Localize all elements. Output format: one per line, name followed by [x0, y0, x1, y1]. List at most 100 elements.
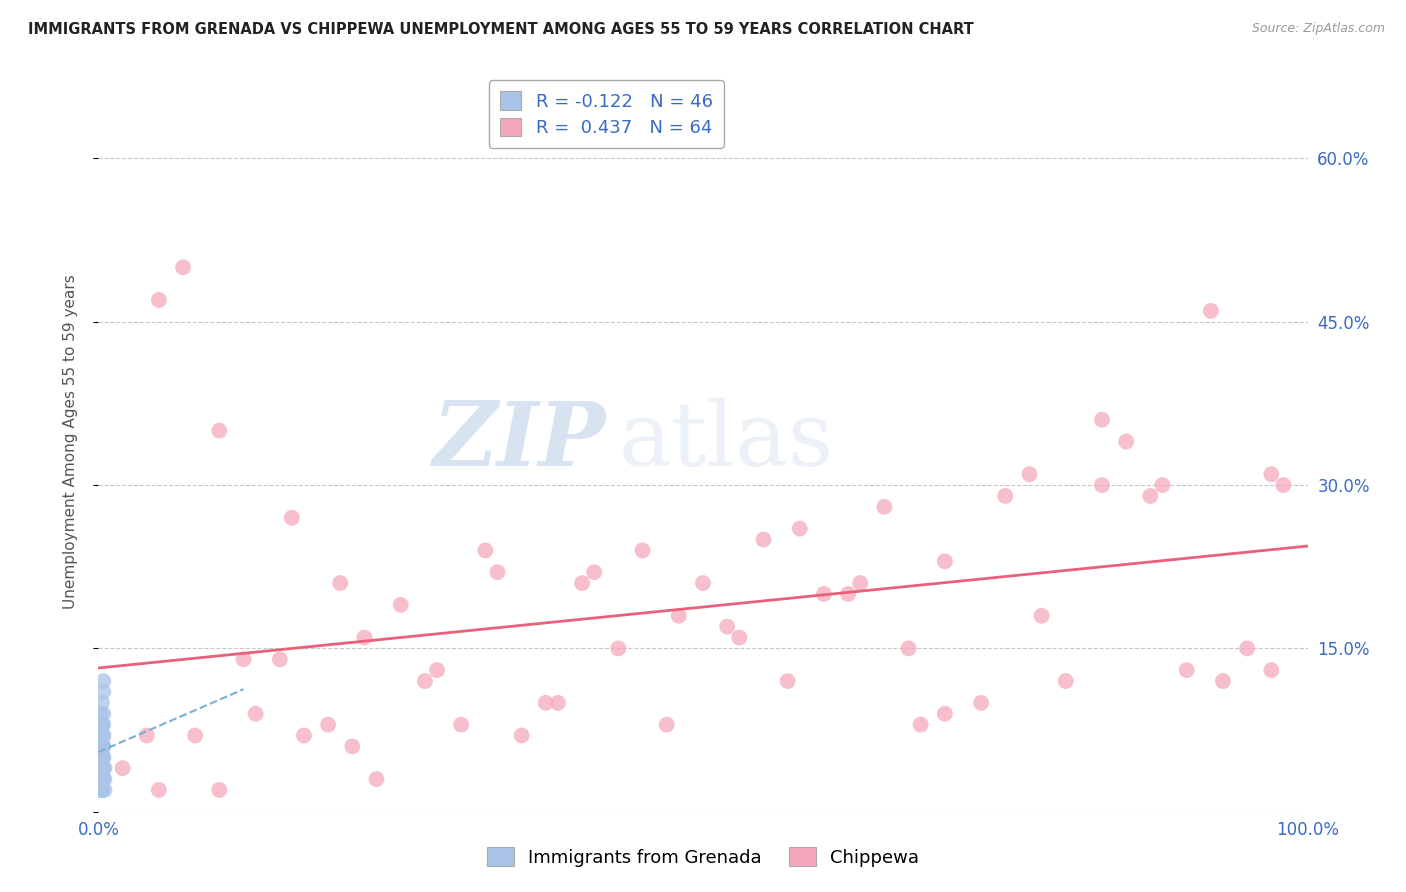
Point — [91, 761, 114, 775]
Point — [897, 641, 920, 656]
Point — [93, 783, 115, 797]
Point — [583, 565, 606, 579]
Point — [692, 576, 714, 591]
Point — [91, 739, 114, 754]
Text: atlas: atlas — [619, 398, 834, 485]
Point — [91, 696, 114, 710]
Point — [91, 750, 114, 764]
Point — [208, 783, 231, 797]
Point — [1260, 467, 1282, 482]
Point — [716, 619, 738, 633]
Legend: Immigrants from Grenada, Chippewa: Immigrants from Grenada, Chippewa — [479, 840, 927, 874]
Point — [1115, 434, 1137, 449]
Point — [90, 717, 112, 731]
Point — [389, 598, 412, 612]
Point — [91, 717, 114, 731]
Point — [934, 554, 956, 568]
Point — [281, 510, 304, 524]
Point — [91, 706, 114, 721]
Point — [910, 717, 932, 731]
Point — [148, 783, 170, 797]
Point — [93, 761, 115, 775]
Point — [91, 750, 114, 764]
Point — [91, 739, 114, 754]
Point — [90, 729, 112, 743]
Point — [91, 717, 114, 731]
Point — [1236, 641, 1258, 656]
Point — [1260, 663, 1282, 677]
Point — [1054, 674, 1077, 689]
Point — [1091, 478, 1114, 492]
Point — [849, 576, 872, 591]
Legend: R = -0.122   N = 46, R =  0.437   N = 64: R = -0.122 N = 46, R = 0.437 N = 64 — [489, 80, 724, 148]
Point — [111, 761, 134, 775]
Point — [607, 641, 630, 656]
Point — [91, 739, 114, 754]
Point — [486, 565, 509, 579]
Point — [789, 522, 811, 536]
Point — [366, 772, 388, 786]
Point — [655, 717, 678, 731]
Point — [91, 729, 114, 743]
Point — [970, 696, 993, 710]
Point — [91, 750, 114, 764]
Point — [90, 739, 112, 754]
Point — [1031, 608, 1053, 623]
Point — [1199, 304, 1222, 318]
Point — [631, 543, 654, 558]
Point — [91, 783, 114, 797]
Point — [776, 674, 799, 689]
Point — [329, 576, 352, 591]
Point — [1091, 413, 1114, 427]
Point — [91, 739, 114, 754]
Point — [184, 729, 207, 743]
Point — [90, 717, 112, 731]
Text: IMMIGRANTS FROM GRENADA VS CHIPPEWA UNEMPLOYMENT AMONG AGES 55 TO 59 YEARS CORRE: IMMIGRANTS FROM GRENADA VS CHIPPEWA UNEM… — [28, 22, 974, 37]
Point — [91, 772, 114, 786]
Point — [353, 631, 375, 645]
Point — [1175, 663, 1198, 677]
Point — [91, 783, 114, 797]
Point — [208, 424, 231, 438]
Point — [91, 772, 114, 786]
Point — [90, 761, 112, 775]
Point — [873, 500, 896, 514]
Point — [90, 783, 112, 797]
Point — [91, 729, 114, 743]
Point — [994, 489, 1017, 503]
Point — [90, 750, 112, 764]
Point — [91, 717, 114, 731]
Point — [90, 772, 112, 786]
Point — [90, 783, 112, 797]
Point — [1212, 674, 1234, 689]
Point — [91, 750, 114, 764]
Point — [837, 587, 859, 601]
Point — [148, 293, 170, 307]
Point — [91, 761, 114, 775]
Point — [1139, 489, 1161, 503]
Text: Source: ZipAtlas.com: Source: ZipAtlas.com — [1251, 22, 1385, 36]
Point — [90, 772, 112, 786]
Y-axis label: Unemployment Among Ages 55 to 59 years: Unemployment Among Ages 55 to 59 years — [63, 274, 77, 609]
Text: ZIP: ZIP — [433, 399, 606, 484]
Point — [90, 729, 112, 743]
Point — [91, 750, 114, 764]
Point — [413, 674, 436, 689]
Point — [91, 685, 114, 699]
Point — [1152, 478, 1174, 492]
Point — [91, 729, 114, 743]
Point — [534, 696, 557, 710]
Point — [316, 717, 339, 731]
Point — [91, 761, 114, 775]
Point — [91, 739, 114, 754]
Point — [450, 717, 472, 731]
Point — [91, 761, 114, 775]
Point — [245, 706, 267, 721]
Point — [292, 729, 315, 743]
Point — [172, 260, 194, 275]
Point — [269, 652, 291, 666]
Point — [90, 772, 112, 786]
Point — [93, 772, 115, 786]
Point — [474, 543, 496, 558]
Point — [232, 652, 254, 666]
